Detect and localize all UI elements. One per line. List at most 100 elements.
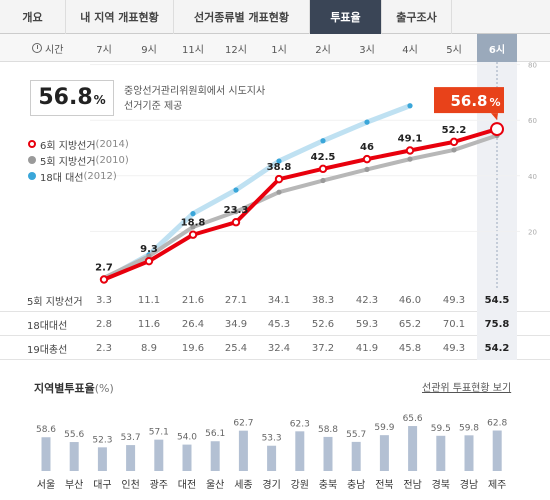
data-point bbox=[320, 177, 326, 184]
table-cell: 11.1 bbox=[137, 294, 161, 306]
table-cell: 54.5 bbox=[477, 288, 517, 312]
hour-tab[interactable]: 11시 bbox=[182, 44, 204, 56]
region-category-label: 충북 bbox=[319, 479, 337, 491]
data-point bbox=[364, 119, 370, 125]
hour-tab[interactable]: 5시 bbox=[446, 44, 462, 56]
data-point bbox=[99, 275, 109, 284]
table-cell: 38.3 bbox=[311, 294, 335, 306]
region-category-label: 울산 bbox=[206, 479, 224, 491]
table-cell: 45.3 bbox=[267, 318, 291, 330]
data-point bbox=[233, 187, 239, 193]
headline-unit: % bbox=[93, 93, 106, 107]
legend-name-18th: 18대 대선 bbox=[40, 172, 84, 184]
row-label: 5회 지방선거 bbox=[27, 296, 83, 308]
legend-dot-5th bbox=[28, 156, 36, 164]
nec-turnout-link[interactable]: 선관위 투표현황 보기 bbox=[422, 383, 512, 394]
tab-my-region[interactable]: 내 지역 개표현황 bbox=[66, 0, 174, 34]
table-cell: 65.2 bbox=[398, 318, 422, 330]
region-title-unit: (%) bbox=[94, 382, 114, 395]
data-point bbox=[274, 174, 284, 184]
region-category-label: 경기 bbox=[262, 478, 280, 491]
region-value-label: 56.1 bbox=[205, 429, 225, 439]
region-bar bbox=[154, 439, 164, 471]
tab-exit-poll[interactable]: 출구조사 bbox=[382, 0, 452, 34]
data-point bbox=[190, 211, 196, 217]
data-label: 18.8 bbox=[181, 218, 206, 229]
table-cell: 3.3 bbox=[96, 294, 112, 306]
region-bar bbox=[351, 441, 361, 471]
hour-tab[interactable]: 9시 bbox=[141, 44, 157, 56]
hour-tab[interactable]: 7시 bbox=[96, 44, 112, 56]
region-category-label: 세종 bbox=[234, 479, 252, 491]
tab-by-election-type[interactable]: 선거종류별 개표현황 bbox=[174, 0, 310, 34]
legend-year-6th: (2014) bbox=[95, 138, 129, 150]
region-value-label: 62.7 bbox=[233, 419, 253, 429]
data-point bbox=[144, 256, 154, 266]
series-line bbox=[102, 103, 411, 282]
data-point bbox=[362, 154, 372, 164]
tab-overview[interactable]: 개요 bbox=[0, 0, 66, 34]
data-point bbox=[276, 158, 282, 164]
source-note: 중앙선거관리위원회에서 시도지사 선거기준 제공 bbox=[124, 86, 266, 112]
region-bar bbox=[436, 435, 446, 471]
hour-tab[interactable]: 4시 bbox=[402, 44, 418, 56]
region-bar-chart: 58.6 서울 55.6 부산 52.3 대구 53.7 인천 57.1 광주 54.0 대전 56.1… bbox=[36, 414, 508, 491]
region-value-label: 53.7 bbox=[121, 433, 141, 443]
region-bar bbox=[210, 441, 220, 471]
tab-turnout[interactable]: 투표율 bbox=[310, 0, 382, 34]
region-category-label: 광주 bbox=[150, 479, 168, 491]
region-bar bbox=[126, 445, 136, 471]
hour-tab[interactable]: 3시 bbox=[359, 44, 375, 56]
region-title: 지역별투표율(%) bbox=[34, 380, 114, 396]
region-bar bbox=[379, 435, 389, 471]
region-value-label: 57.1 bbox=[149, 428, 169, 438]
data-point bbox=[449, 137, 459, 147]
table-cell: 59.3 bbox=[355, 318, 379, 330]
data-point bbox=[231, 218, 241, 227]
data-label: 38.8 bbox=[267, 162, 292, 173]
data-point bbox=[318, 164, 328, 174]
region-bar bbox=[41, 437, 51, 471]
data-point bbox=[364, 166, 370, 173]
legend-name-5th: 5회 지방선거 bbox=[40, 156, 96, 168]
region-category-label: 전북 bbox=[375, 479, 393, 491]
table-cell: 11.6 bbox=[137, 318, 161, 330]
region-value-label: 58.6 bbox=[36, 425, 56, 435]
table-cell: 49.3 bbox=[442, 294, 466, 306]
callout-value: 56.8 bbox=[450, 92, 487, 110]
region-value-label: 62.3 bbox=[290, 419, 310, 429]
data-point bbox=[407, 156, 413, 162]
table-cell: 21.6 bbox=[181, 294, 205, 306]
hour-tab[interactable]: 2시 bbox=[315, 44, 331, 56]
table-cell: 2.3 bbox=[96, 342, 112, 354]
turnout-line-chart: 20 40 60 80 2.7 9.3 18.8 23.3 38.8 42.5 46 49.1 52.2… bbox=[90, 62, 537, 288]
hour-tab-active[interactable]: 6시 bbox=[477, 34, 517, 62]
turnout-table: 5회 지방선거 3.3 11.1 21.6 27.1 34.1 38.3 42.3 46.0 49… bbox=[0, 288, 550, 360]
legend-item-6th: 6회 지방선거 (2014) bbox=[28, 136, 129, 152]
data-label: 23.3 bbox=[224, 205, 249, 216]
table-cell: 70.1 bbox=[442, 318, 466, 330]
region-category-label: 제주 bbox=[488, 479, 506, 491]
hour-tab[interactable]: 1시 bbox=[271, 44, 287, 56]
legend-name-6th: 6회 지방선거 bbox=[40, 140, 96, 152]
region-value-label: 59.9 bbox=[374, 423, 394, 433]
table-cell: 8.9 bbox=[141, 342, 157, 354]
data-point bbox=[233, 209, 239, 215]
data-point bbox=[405, 146, 415, 155]
headline-value: 56.8 bbox=[38, 85, 93, 110]
table-cell: 52.6 bbox=[311, 318, 335, 330]
region-bar bbox=[97, 447, 107, 471]
table-cell: 34.9 bbox=[224, 318, 248, 330]
table-cell: 49.3 bbox=[442, 342, 466, 354]
region-value-label: 59.5 bbox=[431, 424, 451, 434]
data-point bbox=[490, 122, 504, 137]
table-cell: 46.0 bbox=[398, 294, 422, 306]
headline-turnout: 56.8 % bbox=[30, 80, 114, 116]
hour-tab[interactable]: 12시 bbox=[225, 44, 247, 56]
data-label: 49.1 bbox=[398, 134, 423, 145]
table-cell: 25.4 bbox=[224, 342, 248, 354]
callout-box bbox=[434, 87, 504, 114]
legend-year-5th: (2010) bbox=[95, 154, 129, 166]
table-cell: 27.1 bbox=[224, 294, 248, 306]
region-value-label: 55.7 bbox=[346, 430, 366, 440]
